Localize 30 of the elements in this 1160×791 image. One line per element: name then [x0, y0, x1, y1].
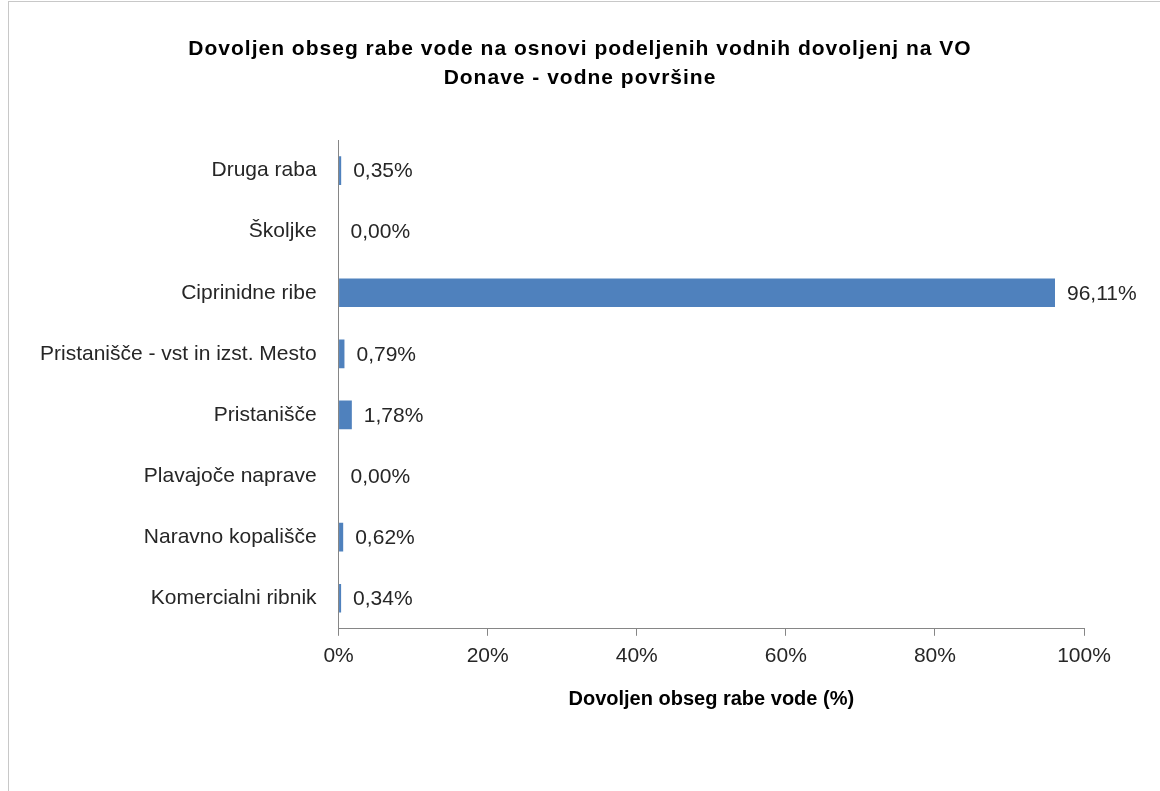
bar — [339, 278, 1055, 308]
bar — [339, 522, 344, 552]
x-tick-label: 0% — [323, 643, 354, 667]
data-label: 96,11% — [1067, 280, 1137, 304]
bar — [339, 400, 352, 430]
bar — [339, 583, 342, 613]
y-tick-label: Druga raba — [211, 157, 317, 181]
data-label: 0,62% — [355, 524, 415, 548]
chart-title: Dovoljen obseg rabe vode na osnovi podeljenih vodnih dovoljenj na VO Donave - vodne površine — [187, 35, 973, 90]
bar — [339, 156, 342, 185]
y-tick-label: Pristanišče - vst in izst. Mesto — [39, 340, 317, 364]
x-tick-label: 20% — [466, 643, 509, 667]
bar — [339, 339, 345, 369]
y-tick-label: Školjke — [248, 218, 317, 242]
y-tick-label: Plavajoče naprave — [143, 462, 317, 486]
data-label: 0,79% — [356, 341, 416, 365]
x-tick-label: 60% — [764, 643, 807, 667]
y-tick-label: Pristanišče — [213, 401, 317, 425]
data-label: 0,00% — [350, 219, 411, 243]
y-tick-label: Komercialni ribnik — [150, 585, 318, 609]
y-tick-label: Naravno kopališče — [143, 523, 317, 547]
data-label: 1,78% — [363, 402, 424, 426]
x-tick-label: 80% — [913, 643, 956, 667]
data-label: 0,35% — [353, 158, 413, 182]
x-axis-title: Dovoljen obseg rabe vode (%) — [568, 686, 855, 709]
x-tick-label: 100% — [1057, 643, 1111, 667]
y-tick-label: Ciprinidne ribe — [181, 279, 317, 303]
x-tick-label: 40% — [615, 643, 658, 667]
data-label: 0,34% — [353, 586, 413, 610]
data-label: 0,00% — [350, 463, 411, 487]
